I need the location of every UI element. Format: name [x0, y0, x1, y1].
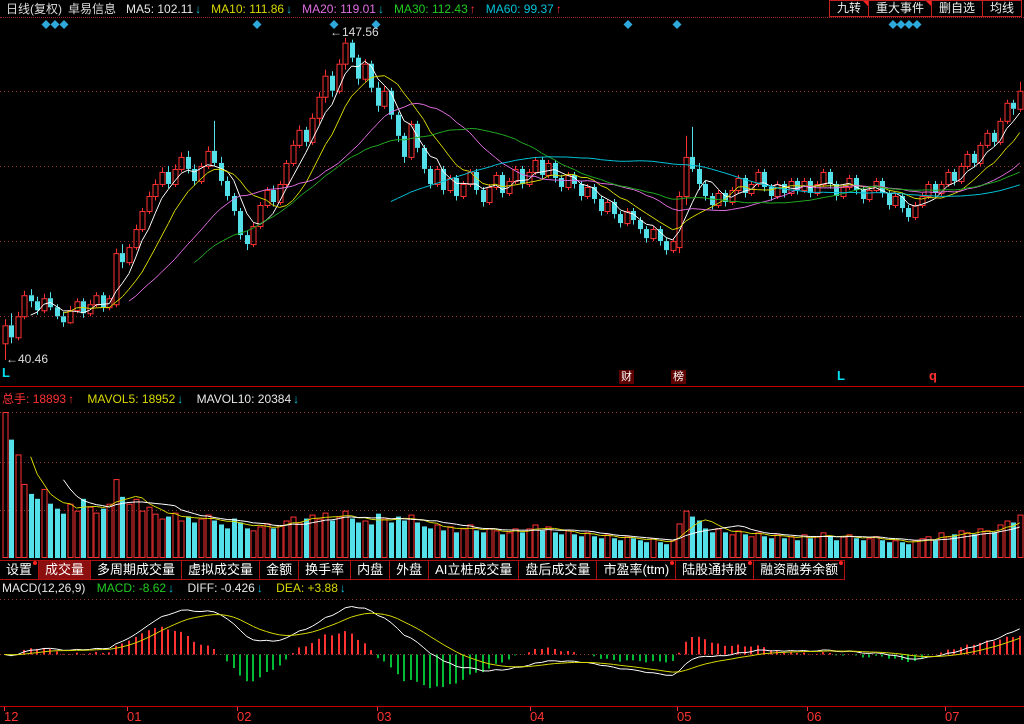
month-tick [127, 707, 128, 711]
month-label-02: 02 [237, 709, 252, 724]
mavol10-label: MAVOL10: [196, 392, 255, 406]
macd-title: MACD(12,26,9) [2, 581, 86, 595]
month-label-12: 12 [4, 709, 19, 724]
down-arrow-icon: ↓ [195, 1, 202, 16]
mavol5-value: 18952 [141, 392, 176, 406]
down-arrow-icon: ↓ [168, 581, 175, 595]
low-point-marker: L [2, 365, 10, 380]
total-hands-value: 18893 [32, 392, 67, 406]
tab-金额[interactable]: 金额 [259, 560, 300, 580]
total-hands-label: 总手: [2, 392, 30, 406]
chart-header-bar: 日线(复权) 卓易信息 MA5: 102.11 ↓ MA10: 111.86 ↓ MA2… [0, 0, 1024, 18]
tab-内盘[interactable]: 内盘 [350, 560, 391, 580]
low-price-annotation: ←40.46 [6, 352, 49, 366]
new-badge-dot [670, 561, 675, 565]
corner-flag-icon [862, 1, 868, 6]
time-axis: 12 01 02 03 04 05 06 07 [0, 706, 1024, 724]
ma20-legend: MA20: 119.01 ↓ [302, 1, 384, 16]
down-arrow-icon: ↓ [293, 392, 300, 406]
month-tick [4, 707, 5, 711]
up-arrow-icon: ↑ [555, 1, 562, 16]
tab-多周期成交量[interactable]: 多周期成交量 [90, 560, 183, 580]
month-label-07: 07 [945, 709, 960, 724]
ma60-legend: MA60: 99.37 ↑ [485, 1, 562, 16]
month-label-04: 04 [530, 709, 545, 724]
tab-陆股通持股[interactable]: 陆股通持股 [675, 560, 755, 580]
down-arrow-icon: ↓ [286, 1, 293, 16]
month-label-05: 05 [677, 709, 692, 724]
down-arrow-icon: ↓ [256, 581, 263, 595]
ma10-legend: MA10: 111.86 ↓ [211, 1, 293, 16]
peak-price-annotation: ←147.56 [330, 25, 379, 39]
down-arrow-icon: ↓ [377, 1, 384, 16]
macd-label: MACD: [96, 581, 136, 595]
macd-chart[interactable] [0, 597, 1024, 705]
macd-header: MACD(12,26,9) MACD: -8.62 ↓ DIFF: -0.426 ↓… [2, 581, 346, 595]
candlestick-chart[interactable] [0, 18, 1024, 386]
month-tick [677, 707, 678, 711]
diff-label: DIFF: [187, 581, 218, 595]
up-arrow-icon: ↑ [469, 1, 476, 16]
mavol5-label: MAVOL5: [87, 392, 139, 406]
dea-label: DEA: [276, 581, 305, 595]
ma5-legend: MA5: 102.11 ↓ [126, 1, 202, 16]
tab-融资融券余额[interactable]: 融资融券余额 [753, 560, 846, 580]
new-badge-dot [33, 561, 38, 565]
indicator-tab-bar: 设置 成交量 多周期成交量 虚拟成交量 金额 换手率 内盘 外盘 AI立桩成交量 盘后成交量 市盈率… [0, 560, 1024, 580]
pane-divider [0, 386, 1024, 387]
stock-name: 卓易信息 [68, 2, 117, 16]
ma30-legend: MA30: 112.43 ↑ [393, 1, 476, 16]
month-label-01: 01 [127, 709, 142, 724]
header-buttons: 九转 重大事件 删自选 均线 [828, 0, 1022, 17]
toolbar-button-删自选[interactable]: 删自选 [930, 0, 983, 17]
month-tick [237, 707, 238, 711]
month-tick [377, 707, 378, 711]
tab-换手率[interactable]: 换手率 [298, 560, 352, 580]
tab-设置[interactable]: 设置 [0, 560, 40, 580]
down-arrow-icon: ↓ [339, 581, 346, 595]
toolbar-button-均线[interactable]: 均线 [981, 0, 1022, 17]
macd-value: -8.62 [138, 581, 167, 595]
tab-外盘[interactable]: 外盘 [389, 560, 430, 580]
mavol10-value: 20384 [257, 392, 292, 406]
ranking-event-badge[interactable]: 榜 [671, 370, 686, 384]
period-label: 日线(复权) [6, 2, 62, 16]
tab-成交量[interactable]: 成交量 [38, 560, 92, 580]
ma-legend: MA5: 102.11 ↓ MA10: 111.86 ↓ MA20: 119.01 ↓ MA… [116, 2, 562, 16]
month-tick [945, 707, 946, 711]
tab-AI立桩成交量[interactable]: AI立桩成交量 [428, 560, 520, 580]
tab-盘后成交量[interactable]: 盘后成交量 [518, 560, 598, 580]
month-tick [530, 707, 531, 711]
q-marker: q [929, 368, 937, 383]
finance-event-badge[interactable]: 财 [619, 370, 634, 384]
new-badge-dot [839, 561, 844, 565]
volume-chart[interactable] [0, 408, 1024, 558]
corner-flag-icon [925, 1, 931, 6]
month-tick [807, 707, 808, 711]
dea-value: +3.88 [307, 581, 338, 595]
down-arrow-icon: ↓ [177, 392, 184, 406]
line-marker: L [837, 368, 845, 383]
volume-header: 总手: 18893 ↑ MAVOL5: 18952 ↓ MAVOL10: 20384… [2, 390, 299, 407]
toolbar-button-九转[interactable]: 九转 [828, 0, 869, 17]
tab-虚拟成交量[interactable]: 虚拟成交量 [181, 560, 261, 580]
month-label-06: 06 [807, 709, 822, 724]
new-badge-dot [748, 561, 753, 565]
tab-市盈率(ttm)[interactable]: 市盈率(ttm) [596, 560, 677, 580]
diff-value: -0.426 [220, 581, 255, 595]
up-arrow-icon: ↑ [68, 392, 75, 406]
month-label-03: 03 [377, 709, 392, 724]
toolbar-button-重大事件[interactable]: 重大事件 [867, 0, 932, 17]
